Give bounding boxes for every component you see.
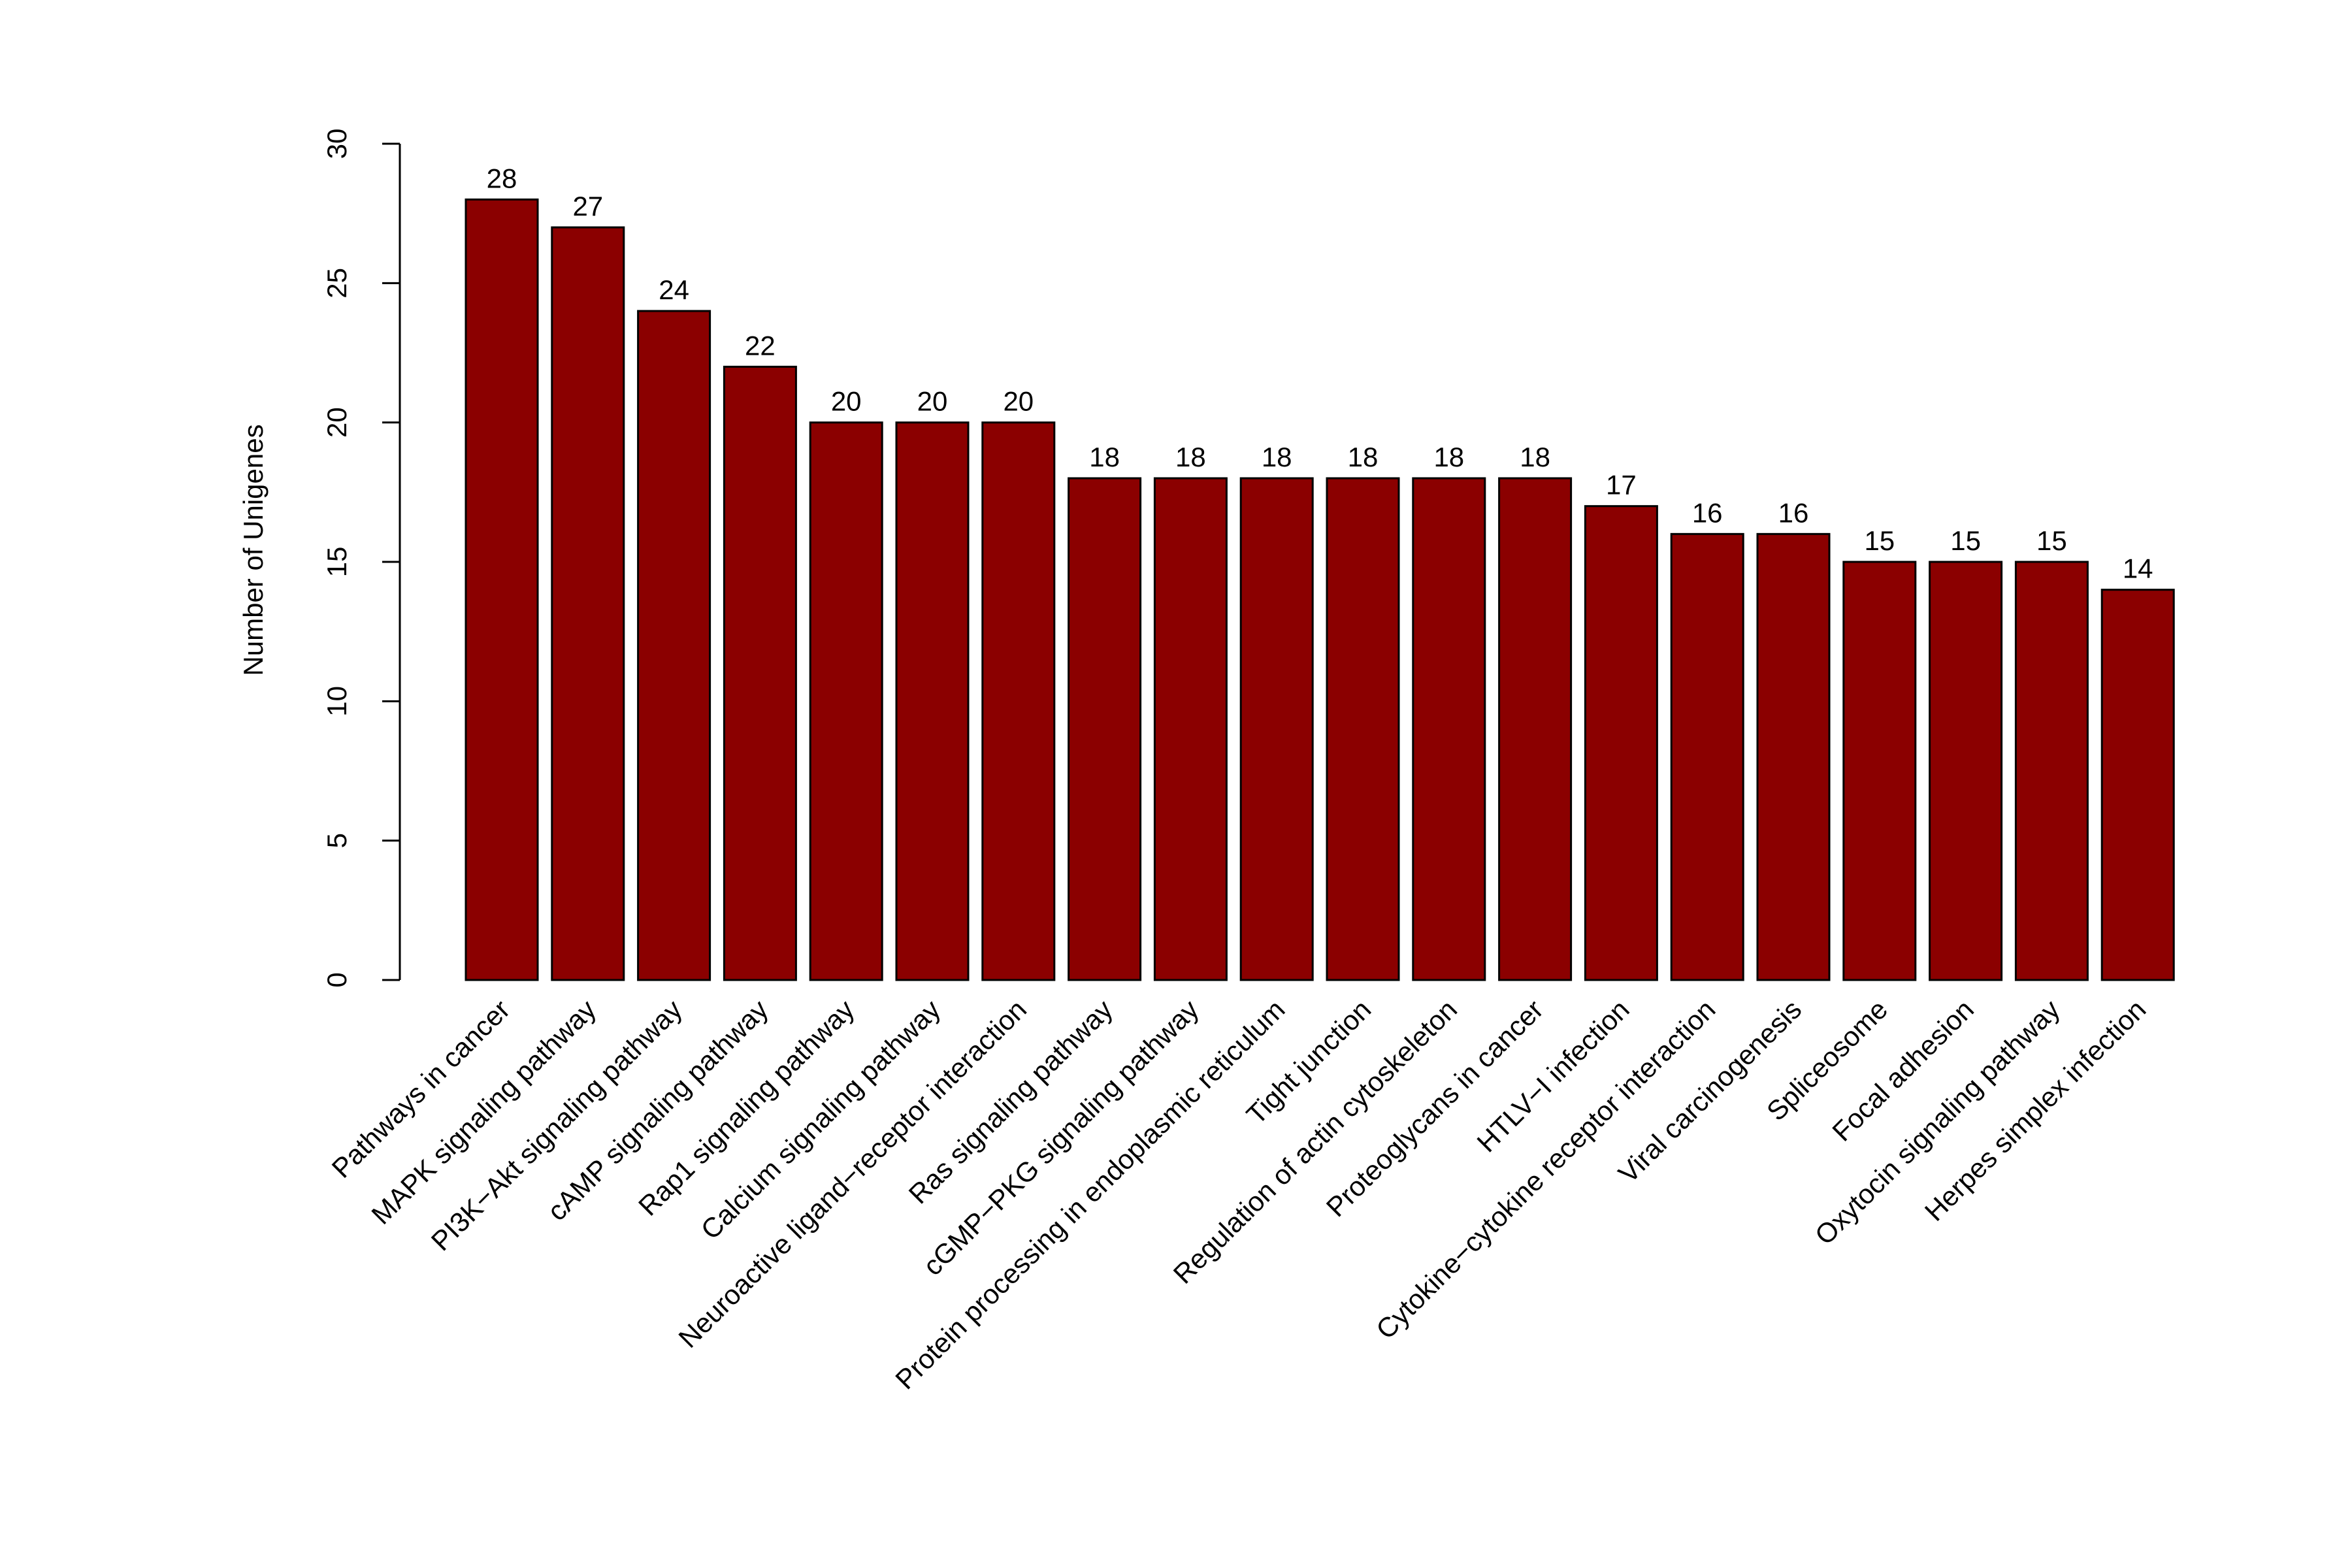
bar — [1498, 477, 1573, 981]
y-axis-label: Number of Unigenes — [238, 424, 269, 676]
bar — [809, 421, 883, 981]
bar — [1068, 477, 1142, 981]
y-tick-label: 20 — [321, 407, 352, 438]
data-label: 18 — [1262, 442, 1292, 472]
data-label: 18 — [1520, 442, 1550, 472]
bar — [895, 421, 970, 981]
bar — [1670, 532, 1744, 981]
data-label: 17 — [1606, 470, 1637, 500]
y-tick-label: 0 — [321, 972, 352, 987]
bar — [723, 365, 797, 981]
data-label: 18 — [1348, 442, 1379, 472]
y-axis: 0 5 10 15 20 25 30 — [321, 129, 401, 988]
category-label: HTLV−I infection — [1471, 994, 1635, 1158]
bar — [1412, 477, 1486, 981]
bar — [1239, 477, 1314, 981]
data-label: 28 — [487, 163, 517, 193]
y-tick-label: 5 — [321, 833, 352, 848]
data-label: 22 — [745, 330, 776, 361]
bar — [551, 226, 625, 981]
data-label: 16 — [1778, 497, 1809, 528]
bar — [1153, 477, 1228, 981]
bar — [1584, 505, 1658, 981]
data-label: 24 — [659, 274, 689, 305]
data-label: 18 — [1175, 442, 1206, 472]
data-label: 18 — [1433, 442, 1464, 472]
bar — [1842, 561, 1917, 981]
bars: 28 27 24 22 20 20 20 18 18 18 18 18 18 17 16 16 15 15 15 14 — [465, 163, 2175, 981]
bar — [981, 421, 1056, 981]
data-label: 15 — [2036, 525, 2067, 556]
bar — [2100, 589, 2175, 981]
data-label: 20 — [1003, 386, 1034, 417]
data-label: 20 — [917, 386, 948, 417]
y-tick-label: 15 — [321, 547, 352, 578]
bar — [1756, 532, 1831, 981]
data-label: 15 — [1864, 525, 1895, 556]
data-label: 16 — [1692, 497, 1723, 528]
y-tick-label: 25 — [321, 268, 352, 299]
data-label: 18 — [1089, 442, 1120, 472]
y-tick-label: 10 — [321, 686, 352, 717]
y-tick-label: 30 — [321, 129, 352, 159]
bar — [1929, 561, 2003, 981]
data-label: 15 — [1950, 525, 1981, 556]
bar — [637, 310, 711, 981]
data-label: 20 — [831, 386, 862, 417]
bar — [2014, 561, 2089, 981]
data-label: 27 — [572, 191, 603, 221]
bar — [1326, 477, 1400, 981]
data-label: 14 — [2123, 553, 2153, 584]
bar — [465, 198, 539, 981]
